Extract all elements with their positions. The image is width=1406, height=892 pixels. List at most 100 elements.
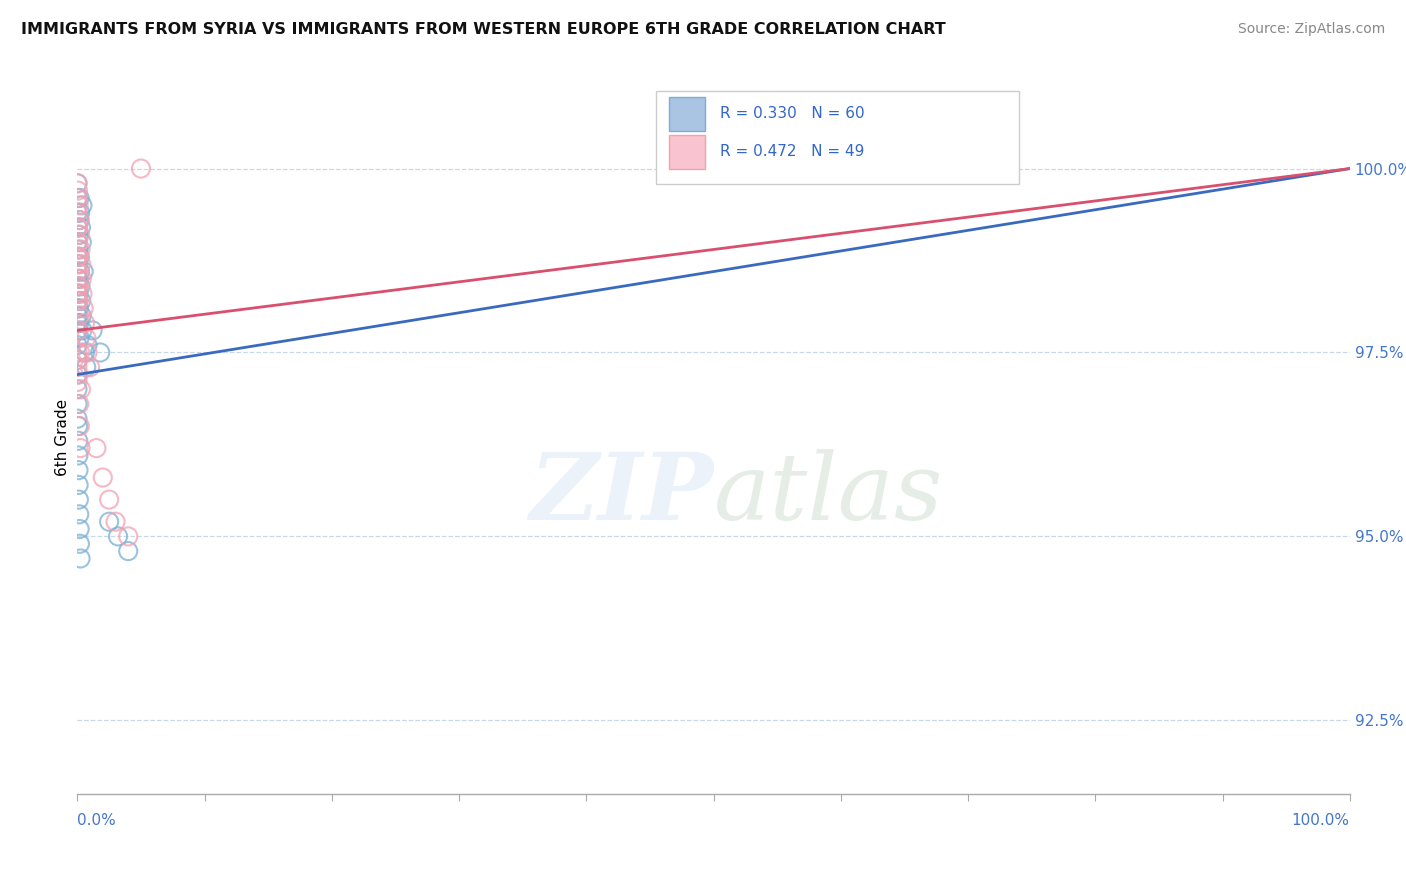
Point [66, 264, 89, 278]
Text: 0.0%: 0.0% [77, 814, 117, 828]
Point [66, 235, 89, 249]
Point [66, 309, 89, 323]
Point [107, 529, 129, 543]
Point [72, 323, 94, 337]
Point [66, 272, 89, 286]
Bar [657, 91, 1019, 184]
Point [67, 368, 90, 382]
Point [67, 419, 90, 434]
Point [73, 301, 96, 316]
Text: atlas: atlas [714, 450, 943, 539]
Point [69, 345, 91, 359]
Point [67, 243, 90, 257]
Point [66, 382, 89, 396]
Point [69, 309, 91, 323]
Point [66, 220, 89, 235]
Point [67, 492, 90, 507]
Point [67, 463, 90, 477]
Point [67, 449, 90, 463]
Point [66, 205, 89, 219]
Point [66, 257, 89, 271]
Point [66, 279, 89, 293]
Point [67, 316, 90, 330]
Point [69, 227, 91, 242]
Point [66, 368, 89, 382]
Point [66, 264, 89, 278]
Point [67, 250, 90, 264]
Point [67, 508, 90, 522]
Point [67, 323, 90, 337]
Point [98, 515, 121, 529]
Point [129, 161, 152, 176]
Point [73, 264, 96, 278]
Point [75, 331, 97, 345]
Point [76, 345, 98, 359]
Point [72, 198, 94, 212]
Point [69, 205, 91, 219]
Point [66, 176, 89, 190]
Point [69, 191, 91, 205]
Bar [669, 135, 704, 169]
Point [67, 272, 90, 286]
Point [73, 345, 96, 359]
Point [66, 176, 89, 190]
Point [69, 551, 91, 566]
Point [66, 352, 89, 367]
Point [104, 515, 127, 529]
Point [69, 522, 91, 536]
Point [66, 286, 89, 301]
Point [89, 345, 111, 359]
Point [75, 360, 97, 375]
Point [70, 272, 93, 286]
Point [67, 198, 90, 212]
Point [67, 301, 90, 316]
Point [67, 293, 90, 308]
Point [66, 316, 89, 330]
Point [66, 345, 89, 359]
Point [66, 235, 89, 249]
Point [91, 470, 114, 484]
Point [66, 338, 89, 352]
Point [69, 279, 91, 293]
Text: 100.0%: 100.0% [1292, 814, 1350, 828]
Point [66, 286, 89, 301]
Point [69, 331, 91, 345]
Bar [669, 96, 704, 131]
Point [67, 272, 90, 286]
Point [67, 352, 90, 367]
Point [70, 382, 93, 396]
Point [67, 397, 90, 411]
Point [82, 323, 104, 337]
Point [70, 235, 93, 249]
Point [79, 360, 101, 375]
Text: R = 0.330   N = 60: R = 0.330 N = 60 [720, 106, 865, 121]
Point [66, 293, 89, 308]
Point [69, 264, 91, 278]
Point [66, 301, 89, 316]
Point [66, 250, 89, 264]
Text: ZIP: ZIP [529, 450, 714, 539]
Point [70, 220, 93, 235]
Point [67, 257, 90, 271]
Point [66, 191, 89, 205]
Point [69, 250, 91, 264]
Point [67, 213, 90, 227]
Point [117, 529, 139, 543]
Point [66, 397, 89, 411]
Point [66, 250, 89, 264]
Point [66, 279, 89, 293]
Text: Source: ZipAtlas.com: Source: ZipAtlas.com [1237, 22, 1385, 37]
Point [66, 375, 89, 389]
Point [66, 184, 89, 198]
Point [66, 220, 89, 235]
Point [66, 360, 89, 375]
Point [69, 213, 91, 227]
Point [86, 441, 108, 455]
Point [69, 537, 91, 551]
Point [66, 220, 89, 235]
Point [66, 191, 89, 205]
Text: IMMIGRANTS FROM SYRIA VS IMMIGRANTS FROM WESTERN EUROPE 6TH GRADE CORRELATION CH: IMMIGRANTS FROM SYRIA VS IMMIGRANTS FROM… [21, 22, 946, 37]
Point [117, 544, 139, 558]
Point [70, 257, 93, 271]
Point [98, 492, 121, 507]
